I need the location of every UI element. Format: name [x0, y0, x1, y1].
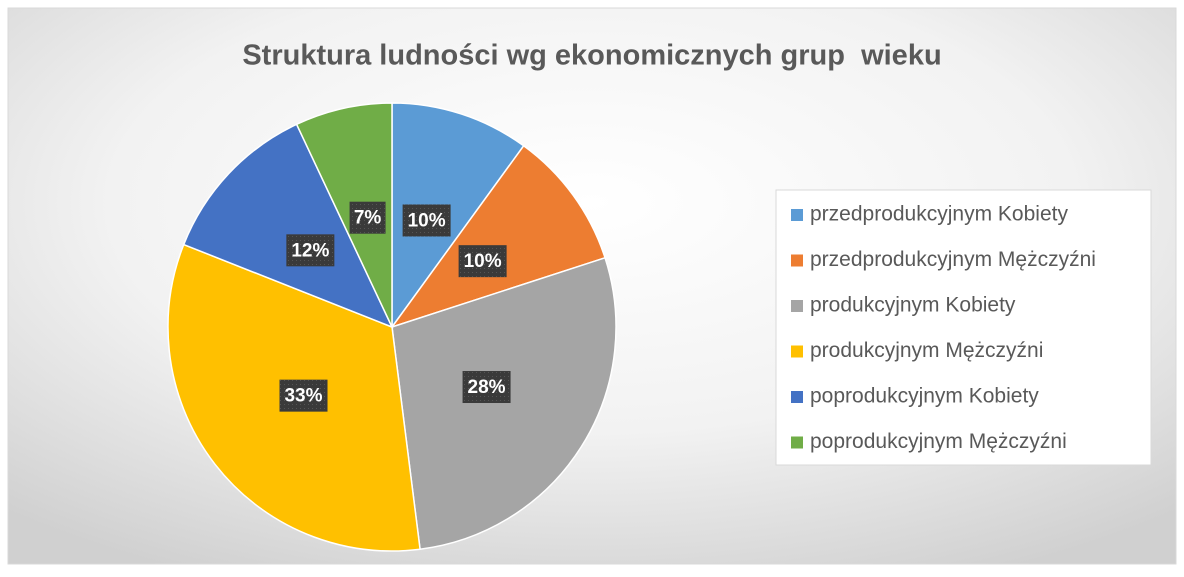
- data-label: 33%: [284, 386, 322, 407]
- pie-slice: [391, 256, 617, 551]
- legend-label: poprodukcyjnym Kobiety: [810, 385, 1039, 408]
- data-label: 12%: [291, 240, 329, 261]
- legend: [775, 189, 1152, 466]
- legend-swatch: [791, 300, 803, 312]
- legend-label: przedprodukcyjnym Mężczyźni: [810, 248, 1096, 271]
- legend-swatch: [791, 254, 803, 267]
- pie-slice: [295, 102, 393, 328]
- legend-label: przedprodukcyjnym Kobiety: [810, 203, 1068, 226]
- data-label: 10%: [464, 251, 502, 272]
- data-label-box: [402, 204, 451, 237]
- legend-swatch: [791, 209, 803, 221]
- pie-slice: [391, 102, 525, 330]
- legend-label: produkcyjnym Mężczyźni: [810, 339, 1043, 362]
- data-label-box: [279, 379, 328, 412]
- data-label-box: [462, 371, 511, 404]
- data-label-box: [458, 245, 507, 278]
- data-label: 28%: [468, 377, 506, 398]
- data-label-box: [349, 201, 386, 234]
- data-label: 10%: [408, 210, 446, 231]
- legend-swatch: [791, 345, 803, 358]
- legend-label: poprodukcyjnym Mężczyźni: [810, 430, 1067, 453]
- pie-slice: [390, 144, 606, 329]
- legend-swatch: [791, 436, 803, 449]
- chart-title: Struktura ludności wg ekonomicznych grup…: [242, 40, 941, 72]
- legend-label: produkcyjnym Kobiety: [810, 294, 1016, 317]
- legend-swatch: [791, 391, 803, 403]
- data-label-box: [286, 234, 335, 267]
- data-label: 7%: [354, 208, 382, 229]
- pie-slice: [182, 123, 394, 329]
